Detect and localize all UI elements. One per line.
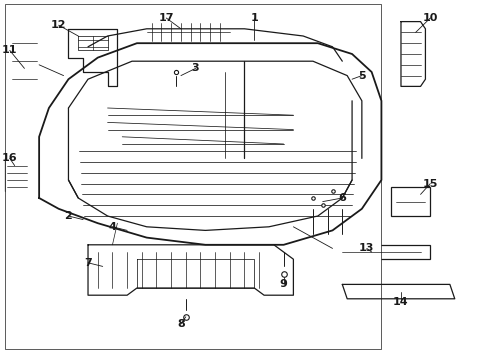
Bar: [342, 68, 366, 76]
Text: 13: 13: [358, 243, 374, 253]
Text: 10: 10: [422, 13, 437, 23]
Text: 3: 3: [191, 63, 199, 73]
Bar: [117, 223, 146, 241]
Bar: [337, 65, 371, 79]
Text: 2: 2: [64, 211, 72, 221]
Text: 16: 16: [2, 153, 18, 163]
Text: 1: 1: [250, 13, 258, 23]
Bar: [10, 25, 39, 94]
Text: 14: 14: [392, 297, 408, 307]
Text: 7: 7: [84, 258, 92, 268]
Text: 4: 4: [108, 222, 116, 232]
Text: 15: 15: [422, 179, 437, 189]
Text: 5: 5: [357, 71, 365, 81]
Bar: [5, 4, 381, 349]
Bar: [5, 158, 29, 191]
Text: 6: 6: [338, 193, 346, 203]
Bar: [146, 22, 229, 43]
Text: 11: 11: [2, 45, 18, 55]
Text: 8: 8: [177, 319, 184, 329]
Text: 17: 17: [158, 13, 174, 23]
Text: 9: 9: [279, 279, 287, 289]
Bar: [390, 187, 429, 216]
Bar: [332, 245, 429, 259]
Text: 12: 12: [51, 20, 66, 30]
